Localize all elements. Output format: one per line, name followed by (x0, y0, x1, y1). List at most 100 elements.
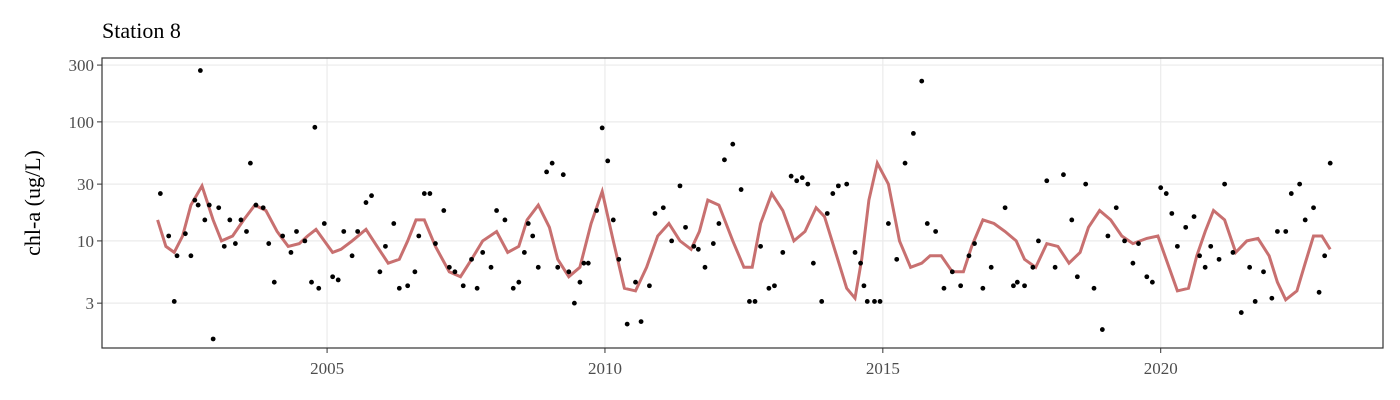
data-point (835, 183, 841, 189)
data-point (535, 264, 541, 270)
data-point (335, 277, 341, 283)
data-point (516, 279, 522, 285)
data-point (610, 217, 616, 223)
data-point (577, 279, 583, 285)
data-point (780, 250, 786, 255)
data-point (355, 229, 361, 234)
data-point (624, 321, 630, 327)
data-point (799, 175, 805, 181)
data-point (1144, 274, 1150, 280)
data-point (1216, 256, 1222, 262)
data-point (872, 299, 877, 304)
data-point (972, 241, 977, 246)
data-point (216, 205, 222, 211)
data-point (441, 208, 447, 213)
data-point (555, 264, 561, 270)
data-point (581, 260, 587, 266)
data-point (1174, 243, 1180, 249)
data-point (1302, 217, 1308, 223)
y-tick-label: 10 (77, 232, 94, 251)
data-point (321, 221, 327, 226)
x-tick-label: 2020 (1144, 359, 1178, 378)
data-point (1113, 205, 1119, 211)
data-point (966, 253, 972, 259)
data-point (391, 221, 397, 226)
data-point (421, 191, 427, 196)
data-point (294, 229, 299, 234)
data-point (266, 241, 272, 246)
data-point (192, 197, 198, 203)
data-point (1297, 181, 1303, 187)
data-point (1130, 260, 1136, 266)
data-point (377, 269, 383, 275)
data-point (1014, 279, 1020, 285)
data-point (363, 200, 369, 205)
data-point (594, 208, 600, 213)
data-point (1011, 283, 1016, 289)
data-point (1288, 191, 1294, 196)
y-tick-label: 100 (69, 113, 95, 132)
data-point (1283, 229, 1289, 234)
data-point (1030, 264, 1036, 270)
data-point (1311, 205, 1316, 211)
data-point (852, 250, 858, 255)
data-point (1105, 233, 1111, 239)
y-tick-label: 300 (69, 56, 95, 75)
data-point (510, 285, 516, 291)
data-point (206, 202, 212, 208)
data-point (1091, 285, 1097, 291)
data-point (488, 264, 494, 270)
data-point (1197, 253, 1203, 259)
data-point (1191, 214, 1197, 220)
data-point (1022, 283, 1027, 289)
data-point (427, 191, 433, 196)
data-point (309, 279, 314, 285)
data-point (1052, 264, 1058, 270)
data-point (244, 229, 249, 234)
data-point (864, 299, 870, 304)
data-point (638, 319, 644, 324)
data-point (949, 269, 955, 275)
data-point (752, 299, 758, 304)
data-point (560, 172, 566, 178)
data-point (1136, 241, 1141, 246)
data-point (210, 336, 216, 342)
data-point (1099, 327, 1105, 332)
data-point (758, 243, 763, 249)
data-point (188, 253, 194, 259)
data-point (710, 241, 716, 246)
data-point (1322, 253, 1328, 259)
data-point (341, 229, 347, 234)
data-point (525, 221, 531, 226)
data-point (1208, 243, 1214, 249)
data-point (1316, 289, 1322, 295)
data-point (1327, 160, 1333, 166)
data-point (1036, 238, 1041, 244)
data-point (669, 238, 675, 244)
data-point (253, 202, 259, 208)
data-point (910, 131, 916, 136)
data-point (1222, 181, 1228, 187)
data-point (416, 233, 422, 239)
data-point (521, 250, 527, 255)
data-point (1061, 172, 1066, 178)
data-point (730, 141, 736, 147)
data-point (247, 160, 253, 166)
data-point (844, 181, 850, 187)
data-point (182, 231, 188, 237)
data-point (238, 217, 244, 223)
data-point (1252, 299, 1258, 304)
data-point (877, 299, 883, 304)
data-point (824, 211, 830, 216)
data-point (166, 233, 172, 239)
data-point (369, 193, 374, 199)
data-point (691, 243, 697, 249)
data-point (460, 283, 466, 289)
data-point (383, 243, 388, 249)
data-point (819, 299, 825, 304)
data-point (396, 285, 402, 291)
data-point (549, 160, 555, 166)
data-point (810, 260, 816, 266)
data-point (494, 208, 499, 213)
